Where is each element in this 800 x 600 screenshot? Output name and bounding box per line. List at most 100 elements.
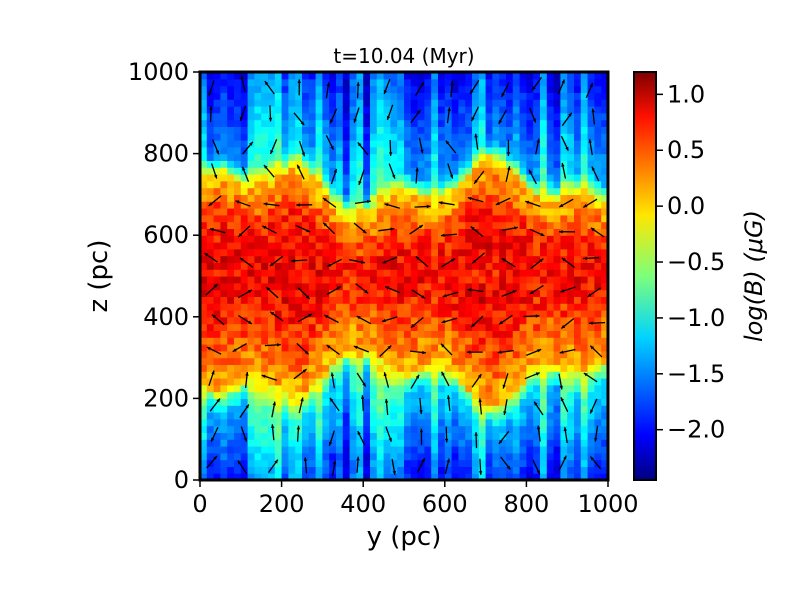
heatmap-cell	[546, 72, 555, 80]
heatmap-cell	[227, 72, 235, 80]
heatmap-cell	[342, 187, 351, 195]
heatmap-cell	[220, 119, 228, 127]
heatmap-cell	[234, 473, 242, 480]
heatmap-cell	[302, 439, 310, 447]
heatmap-cell	[410, 106, 419, 114]
heatmap-cell	[478, 119, 487, 127]
heatmap-cell	[281, 330, 289, 338]
heatmap-cell	[295, 310, 303, 318]
heatmap-cell	[438, 439, 446, 447]
heatmap-cell	[465, 78, 473, 87]
heatmap-cell	[512, 398, 521, 406]
heatmap-cell	[213, 112, 221, 121]
heatmap-cell	[254, 194, 262, 202]
heatmap-cell	[478, 398, 487, 406]
heatmap-cell	[240, 160, 249, 168]
heatmap-cell	[424, 330, 432, 338]
heatmap-cell	[308, 78, 317, 87]
field-arrow	[410, 316, 424, 329]
heatmap-cell	[580, 194, 589, 202]
heatmap-cell	[247, 344, 255, 352]
heatmap-cell	[349, 228, 357, 236]
heatmap-cell	[438, 350, 446, 359]
heatmap-cell	[376, 425, 385, 433]
heatmap-cell	[492, 384, 500, 393]
field-arrow	[297, 79, 301, 96]
field-arrow	[241, 166, 250, 182]
heatmap-cell	[444, 425, 453, 433]
field-arrow	[356, 82, 360, 99]
heatmap-cell	[254, 262, 262, 270]
heatmap-cell	[506, 466, 514, 474]
heatmap-cell	[206, 364, 215, 372]
heatmap-cell	[322, 262, 330, 270]
heatmap-cell	[451, 187, 459, 195]
field-arrow	[330, 168, 338, 185]
heatmap-cell	[227, 357, 235, 365]
heatmap-cell	[288, 466, 296, 474]
heatmap-cell	[492, 330, 500, 338]
heatmap-cell	[404, 269, 412, 277]
heatmap-cell	[438, 412, 446, 420]
heatmap-cell	[288, 228, 296, 236]
heatmap-cell	[506, 180, 514, 189]
heatmap-cell	[410, 269, 419, 277]
heatmap-cell	[308, 228, 317, 236]
heatmap-cell	[329, 235, 337, 243]
heatmap-cell	[553, 418, 561, 427]
heatmap-cell	[356, 398, 364, 406]
heatmap-cell	[213, 446, 221, 454]
heatmap-cell	[383, 276, 391, 284]
colorbar-tick-label: 1.0	[667, 80, 705, 108]
heatmap-cell	[288, 214, 296, 223]
heatmap-cell	[302, 140, 310, 148]
heatmap-cell	[506, 85, 514, 93]
heatmap-cell	[451, 459, 459, 467]
heatmap-cell	[553, 446, 561, 454]
heatmap-cell	[546, 167, 555, 175]
heatmap-cell	[601, 452, 608, 461]
heatmap-cell	[431, 289, 439, 297]
heatmap-cell	[356, 201, 364, 209]
heatmap-cell	[227, 92, 235, 100]
heatmap-cell	[472, 214, 480, 223]
heatmap-cell	[438, 228, 446, 236]
heatmap-cell	[363, 248, 371, 257]
heatmap-cell	[417, 214, 425, 223]
heatmap-cell	[315, 187, 323, 195]
heatmap-cell	[533, 310, 541, 318]
heatmap-cell	[220, 398, 228, 406]
heatmap-cell	[404, 180, 412, 189]
heatmap-cell	[601, 432, 608, 440]
heatmap-cell	[234, 140, 242, 148]
heatmap-cell	[376, 140, 385, 148]
heatmap-cell	[492, 119, 500, 127]
heatmap-cell	[526, 160, 534, 168]
heatmap-cell	[315, 85, 323, 93]
heatmap-cell	[438, 201, 446, 209]
heatmap-cell	[451, 167, 459, 175]
heatmap-cell	[206, 418, 215, 427]
heatmap-cell	[247, 323, 255, 331]
heatmap-cell	[268, 194, 276, 202]
heatmap-cell	[274, 446, 283, 454]
heatmap-cell	[506, 235, 514, 243]
heatmap-cell	[560, 337, 568, 345]
heatmap-cell	[404, 330, 412, 338]
heatmap-cell	[492, 439, 500, 447]
heatmap-cell	[234, 194, 242, 202]
heatmap-cell	[560, 133, 568, 141]
heatmap-cell	[451, 153, 459, 161]
heatmap-cell	[472, 446, 480, 454]
heatmap-cell	[295, 208, 303, 216]
heatmap-cell	[234, 106, 242, 114]
heatmap-cell	[478, 208, 487, 216]
heatmap-cell	[336, 133, 344, 141]
heatmap-cell	[227, 228, 235, 236]
heatmap-cell	[261, 432, 269, 440]
heatmap-cell	[274, 126, 283, 134]
heatmap-cell	[485, 432, 493, 440]
field-arrow	[588, 139, 593, 156]
heatmap-cell	[478, 282, 487, 291]
heatmap-cell	[315, 214, 323, 223]
